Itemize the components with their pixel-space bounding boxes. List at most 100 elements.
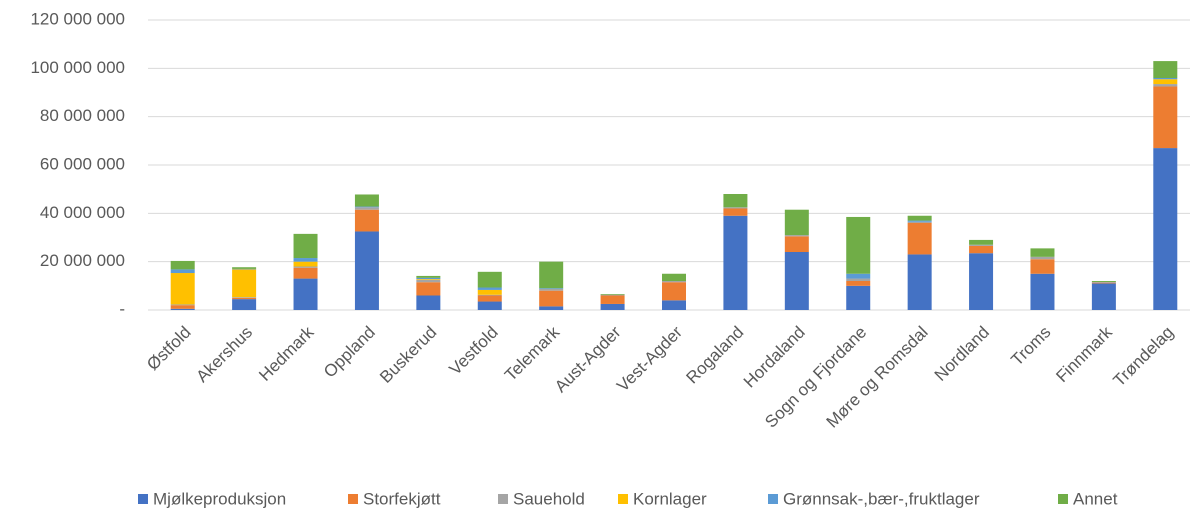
bar-segment: [785, 236, 809, 252]
bar-segment: [723, 209, 747, 216]
bar-segment: [232, 267, 256, 269]
bar-segment: [1092, 283, 1116, 310]
bar-segment: [232, 299, 256, 310]
bar-segment: [232, 297, 256, 298]
bar-segment: [355, 207, 379, 208]
bar-segment: [1153, 78, 1177, 79]
bar-segment: [294, 279, 318, 310]
bar-segment: [601, 296, 625, 304]
bar-segment: [1030, 259, 1054, 274]
bar-segment: [846, 274, 870, 279]
bar-segment: [1092, 281, 1116, 282]
bar-segment: [171, 261, 195, 269]
bar-segment: [908, 254, 932, 310]
bar-segment: [969, 246, 993, 253]
bar-segment: [171, 305, 195, 309]
bar-segment: [355, 207, 379, 209]
bar-segment: [539, 291, 563, 307]
y-tick-label: 120 000 000: [30, 9, 125, 28]
bar-segment: [171, 273, 195, 304]
bar-segment: [1153, 86, 1177, 148]
x-tick-label: Sogn og Fjordane: [761, 323, 870, 432]
bar-segment: [416, 278, 440, 279]
bar-segment: [539, 288, 563, 289]
legend-swatch: [138, 494, 148, 504]
y-tick-label: 60 000 000: [40, 154, 125, 173]
bar-segment: [478, 272, 502, 288]
bar-segment: [601, 294, 625, 295]
bar-segment: [355, 194, 379, 206]
x-tick-label: Vest-Agder: [613, 322, 686, 395]
bar-segment: [478, 288, 502, 290]
legend-label: Annet: [1073, 489, 1118, 508]
bar-segment: [1092, 282, 1116, 283]
legend-label: Mjølkeproduksjon: [153, 489, 286, 508]
bar-segment: [294, 268, 318, 279]
bar-segment: [171, 304, 195, 305]
bar-segment: [478, 302, 502, 310]
legend-swatch: [618, 494, 628, 504]
x-tick-label: Telemark: [501, 322, 564, 385]
bar-segment: [846, 279, 870, 281]
x-tick-label: Buskerud: [376, 323, 440, 387]
x-tick-label: Hedmark: [255, 322, 318, 385]
bar-segment: [723, 207, 747, 208]
bar-segment: [846, 217, 870, 274]
bar-segment: [294, 258, 318, 262]
bar-segment: [1030, 274, 1054, 310]
bar-segment: [785, 252, 809, 310]
bar-segment: [1153, 84, 1177, 86]
y-tick-label: -: [119, 299, 125, 318]
legend-label: Sauehold: [513, 489, 585, 508]
bar-segment: [908, 221, 932, 222]
bar-segment: [1092, 283, 1116, 284]
bar-segment: [539, 306, 563, 310]
bar-segment: [601, 304, 625, 310]
bar-segment: [539, 289, 563, 291]
bar-segment: [478, 290, 502, 295]
legend-swatch: [768, 494, 778, 504]
bar-segment: [232, 298, 256, 299]
bar-segment: [662, 281, 686, 282]
x-tick-label: Rogaland: [683, 323, 748, 388]
bar-segment: [969, 253, 993, 310]
bar-segment: [723, 194, 747, 207]
bar-segment: [908, 216, 932, 221]
legend-swatch: [498, 494, 508, 504]
x-tick-label: Aust-Agder: [551, 322, 625, 396]
bar-segment: [294, 267, 318, 268]
bar-segment: [232, 269, 256, 297]
bar-segment: [294, 262, 318, 267]
x-tick-label: Vestfold: [446, 323, 502, 379]
bar-segment: [294, 234, 318, 258]
bar-segment: [416, 296, 440, 311]
x-tick-label: Finnmark: [1052, 322, 1116, 386]
bar-segment: [478, 296, 502, 302]
bar-segment: [662, 300, 686, 310]
legend-swatch: [348, 494, 358, 504]
x-tick-label: Troms: [1007, 323, 1054, 370]
legend-label: Storfekjøtt: [363, 489, 441, 508]
x-tick-label: Trøndelag: [1110, 323, 1178, 391]
bar-segment: [846, 281, 870, 286]
bar-segment: [723, 216, 747, 310]
bar-segment: [662, 282, 686, 300]
bar-segment: [846, 286, 870, 310]
bar-segment: [969, 240, 993, 245]
y-tick-label: 100 000 000: [30, 58, 125, 77]
bar-segment: [416, 282, 440, 295]
legend-label: Kornlager: [633, 489, 707, 508]
legend-swatch: [1058, 494, 1068, 504]
bar-segment: [908, 223, 932, 254]
bar-segment: [1030, 248, 1054, 256]
bar-segment: [601, 295, 625, 296]
bar-segment: [662, 274, 686, 281]
y-tick-label: 40 000 000: [40, 203, 125, 222]
bar-segment: [355, 231, 379, 310]
bar-segment: [355, 210, 379, 232]
bar-segment: [171, 309, 195, 310]
y-tick-label: 80 000 000: [40, 106, 125, 125]
bar-segment: [785, 210, 809, 235]
bar-segment: [416, 279, 440, 280]
bar-segment: [1153, 61, 1177, 78]
